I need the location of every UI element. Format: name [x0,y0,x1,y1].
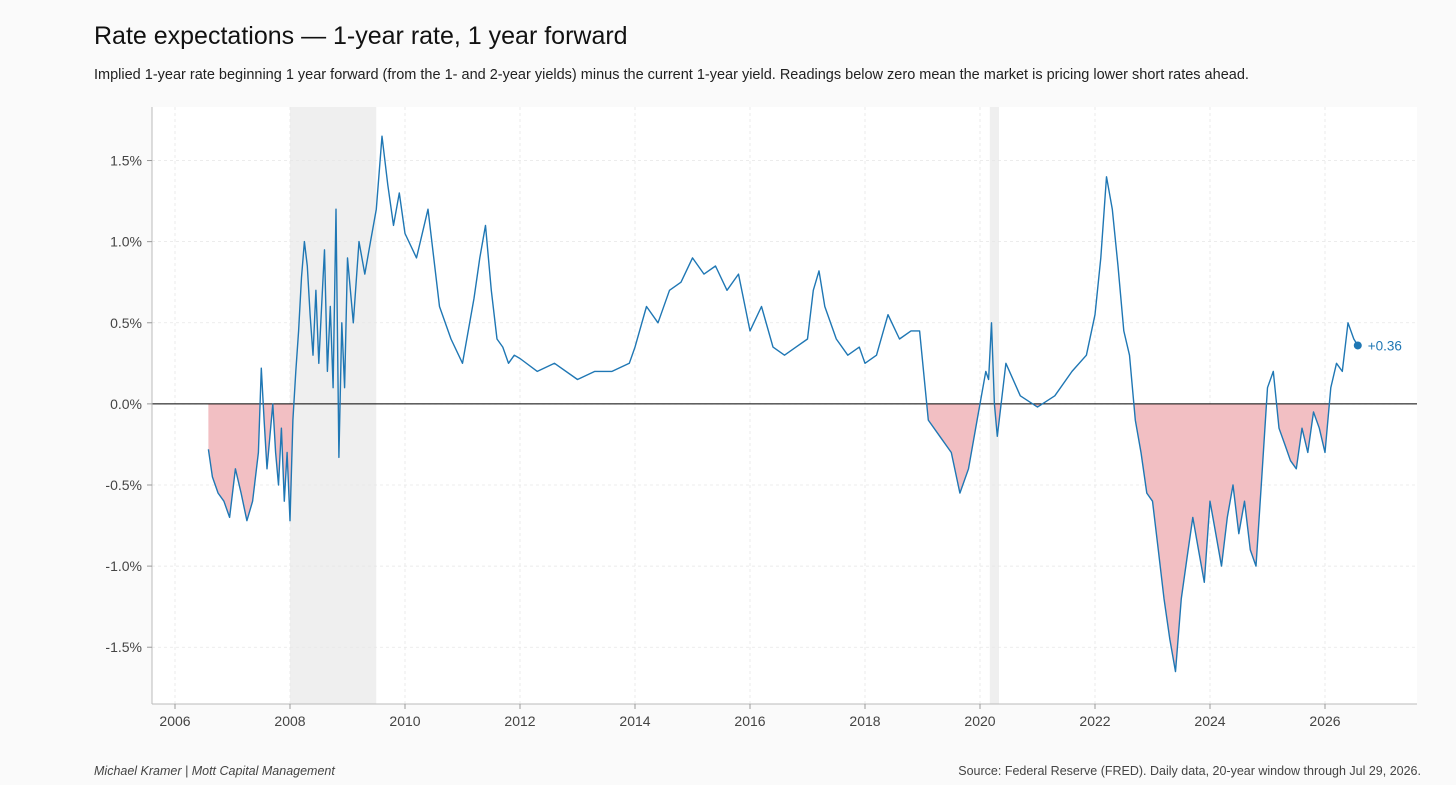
y-tick-label-3: 0.0% [110,396,142,412]
x-tick-label-0: 2006 [159,713,190,729]
y-tick-label-4: 0.5% [110,315,142,331]
x-tick-label-1: 2008 [274,713,305,729]
end-value-label: +0.36 [1368,338,1402,353]
x-tick-label-4: 2014 [619,713,650,729]
x-tick-label-3: 2012 [504,713,535,729]
tick-labels: 2006 2008 2010 2012 2014 2016 2018 2020 2022 2024… [105,153,1340,729]
x-tick-label-2: 2010 [389,713,420,729]
series-path [207,135,1359,673]
x-tick-label-5: 2016 [734,713,765,729]
negative-area [208,403,1358,672]
axes [147,107,1417,709]
chart-subtitle: Implied 1-year rate beginning 1 year for… [94,67,1249,83]
footer-author: Michael Kramer | Mott Capital Management [94,764,335,778]
x-tick-label-6: 2018 [849,713,880,729]
end-point [1353,341,1362,350]
negative-fill [208,403,1358,672]
y-tick-label-1: -1.0% [105,558,142,574]
chart-title: Rate expectations — 1-year rate, 1 year … [94,22,628,50]
chart-canvas: 2006 2008 2010 2012 2014 2016 2018 2020 2022 2024… [105,107,1417,729]
x-tick-label-7: 2020 [964,713,995,729]
y-tick-label-5: 1.0% [110,234,142,250]
end-marker: +0.36 [1353,338,1402,353]
y-tick-label-6: 1.5% [110,153,142,169]
footer-source: Source: Federal Reserve (FRED). Daily da… [958,764,1421,778]
y-tick-label-0: -1.5% [105,639,142,655]
x-tick-label-9: 2024 [1194,713,1225,729]
shaded-period-0 [290,107,377,704]
x-tick-label-8: 2022 [1079,713,1110,729]
y-tick-label-2: -0.5% [105,477,142,493]
series-line [207,135,1359,673]
x-tick-label-10: 2026 [1309,713,1340,729]
